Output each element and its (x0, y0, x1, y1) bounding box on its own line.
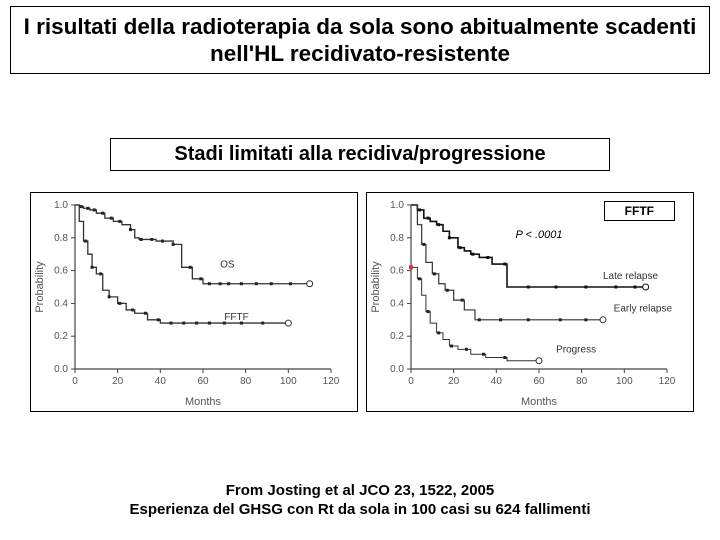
citation-block: From Josting et al JCO 23, 1522, 2005 Es… (0, 482, 720, 520)
slide-subtitle: Stadi limitati alla recidiva/progression… (110, 138, 610, 171)
svg-text:Months: Months (521, 396, 558, 408)
svg-text:1.0: 1.0 (390, 200, 404, 211)
svg-text:P < .0001: P < .0001 (516, 229, 563, 241)
right-km-chart: 0.0 0.2 0.4 0.6 0.8 1.0 0 20 40 60 80 100 120 Months P… (367, 193, 693, 409)
svg-text:0.4: 0.4 (54, 298, 68, 309)
left-chart-panel: 0.0 0.2 0.4 0.6 0.8 1.0 0 20 40 60 80 100 120 Months P… (30, 192, 358, 412)
svg-text:40: 40 (155, 376, 167, 387)
svg-text:0.8: 0.8 (54, 233, 68, 244)
svg-text:120: 120 (659, 376, 676, 387)
left-km-chart: 0.0 0.2 0.4 0.6 0.8 1.0 0 20 40 60 80 100 120 Months P… (31, 193, 357, 409)
svg-text:0.6: 0.6 (54, 266, 68, 277)
svg-text:0.0: 0.0 (390, 364, 404, 375)
svg-text:Progress: Progress (556, 345, 596, 356)
right-chart-panel: FFTF 0.0 0.2 0.4 0.6 0.8 1.0 0 20 40 60 80 100 120 Mo… (366, 192, 694, 412)
svg-text:40: 40 (491, 376, 503, 387)
svg-text:Probability: Probability (34, 261, 46, 313)
svg-text:0.4: 0.4 (390, 298, 404, 309)
svg-text:1.0: 1.0 (54, 200, 68, 211)
svg-text:20: 20 (112, 376, 124, 387)
svg-text:0.0: 0.0 (54, 364, 68, 375)
charts-row: 0.0 0.2 0.4 0.6 0.8 1.0 0 20 40 60 80 100 120 Months P… (30, 192, 690, 412)
svg-text:120: 120 (323, 376, 340, 387)
svg-text:FFTF: FFTF (224, 312, 248, 323)
svg-text:0.8: 0.8 (390, 233, 404, 244)
svg-text:0: 0 (408, 376, 414, 387)
svg-text:80: 80 (240, 376, 252, 387)
svg-text:0.2: 0.2 (390, 331, 404, 342)
svg-text:0: 0 (72, 376, 78, 387)
svg-text:80: 80 (576, 376, 588, 387)
svg-text:20: 20 (448, 376, 460, 387)
svg-text:Probability: Probability (370, 261, 382, 313)
citation-line-2: Esperienza del GHSG con Rt da sola in 10… (0, 501, 720, 520)
svg-text:0.6: 0.6 (390, 266, 404, 277)
svg-text:0.2: 0.2 (54, 331, 68, 342)
svg-text:OS: OS (220, 259, 235, 270)
svg-text:100: 100 (280, 376, 297, 387)
svg-text:100: 100 (616, 376, 633, 387)
citation-line-1: From Josting et al JCO 23, 1522, 2005 (0, 482, 720, 501)
slide-title: I risultati della radioterapia da sola s… (10, 6, 710, 74)
svg-text:Late relapse: Late relapse (603, 271, 658, 282)
fftf-badge: FFTF (604, 201, 675, 221)
svg-text:Early relapse: Early relapse (614, 304, 673, 315)
svg-text:Months: Months (185, 396, 222, 408)
svg-text:60: 60 (533, 376, 545, 387)
svg-text:60: 60 (197, 376, 209, 387)
